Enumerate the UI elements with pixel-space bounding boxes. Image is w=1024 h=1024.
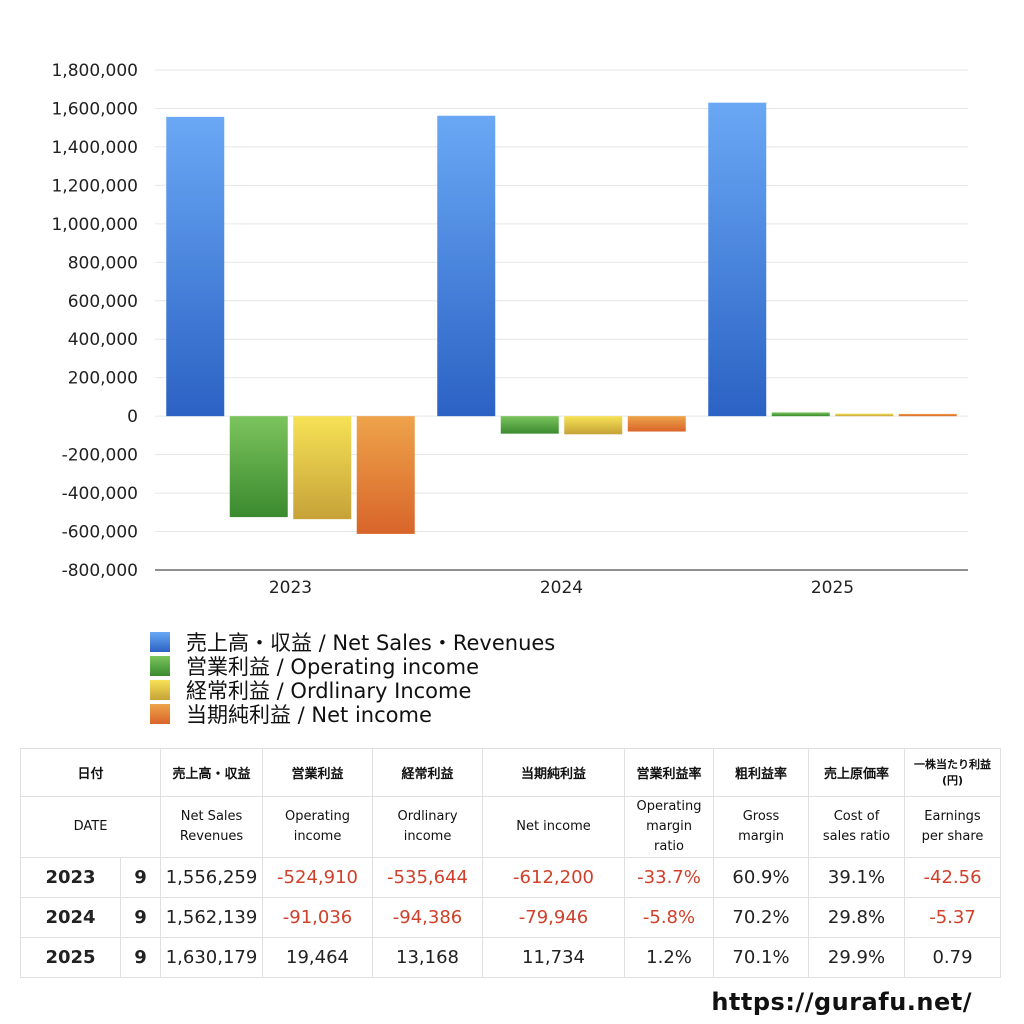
y-tick-label: 200,000 <box>68 369 138 389</box>
cell-year: 2024 <box>20 897 121 938</box>
cell-month: 9 <box>119 897 162 938</box>
legend-swatch-ordinary <box>150 680 170 700</box>
col-header-date-en: DATE <box>19 796 162 858</box>
y-tick-label: -800,000 <box>62 561 138 581</box>
col-header-gm-en: Gross margin <box>713 796 810 858</box>
bar-chart: 1,800,000 1,600,000 1,400,000 1,200,000 1,00… <box>51 61 968 598</box>
col-header-opm-en: Operating margin ratio <box>624 796 715 858</box>
bar-2023-series-1 <box>229 416 288 518</box>
legend-swatch-net <box>150 704 170 724</box>
y-tick-label: -600,000 <box>62 523 138 543</box>
legend-item-sales: 売上高・収益 / Net Sales・Revenues <box>150 630 556 655</box>
x-tick-label: 2024 <box>540 578 583 598</box>
bar-2024-series-3 <box>627 416 686 432</box>
table-row: 2025 9 1,630,179 19,464 13,168 11,734 1.… <box>20 937 1002 978</box>
col-header-ordinary-en: Ordlinary income <box>372 796 484 858</box>
cell-eps: -42.56 <box>904 857 1002 898</box>
table-row: 2024 9 1,562,139 -91,036 -94,386 -79,946… <box>20 897 1002 938</box>
cell-gm: 60.9% <box>713 857 810 898</box>
table-header-en: DATE Net Sales Revenues Operating income… <box>19 796 1002 858</box>
site-url[interactable]: https://gurafu.net/ <box>711 988 972 1016</box>
cell-net: 11,734 <box>482 937 626 978</box>
cell-ordinary: 13,168 <box>372 937 484 978</box>
cell-eps: -5.37 <box>904 897 1002 938</box>
cell-operating: -91,036 <box>262 897 374 938</box>
col-header-date-jp: 日付 <box>19 748 162 797</box>
table-row: 2023 9 1,556,259 -524,910 -535,644 -612,… <box>20 857 1002 898</box>
cell-opm: -5.8% <box>624 897 715 938</box>
col-header-gm-jp: 粗利益率 <box>713 748 810 797</box>
y-tick-label: 600,000 <box>68 292 138 312</box>
bar-2025-series-3 <box>898 413 957 417</box>
bar-2023-series-3 <box>356 416 415 534</box>
legend-label-ordinary: 経常利益 / Ordlinary Income <box>186 679 472 703</box>
y-tick-label: -200,000 <box>62 446 138 466</box>
cell-operating: 19,464 <box>262 937 374 978</box>
legend-item-operating: 営業利益 / Operating income <box>150 654 555 679</box>
y-tick-label: 1,600,000 <box>51 99 138 119</box>
col-header-operating-en: Operating income <box>262 796 374 858</box>
legend-label-net: 当期純利益 / Net income <box>186 703 432 727</box>
x-tick-label: 2025 <box>811 578 854 598</box>
bar-2024-series-0 <box>437 115 496 417</box>
col-header-ordinary-jp: 経常利益 <box>372 748 484 797</box>
cell-gm: 70.1% <box>713 937 810 978</box>
bar-2025-series-2 <box>835 413 894 417</box>
bar-2024-series-2 <box>564 416 623 435</box>
y-tick-label: 1,200,000 <box>51 176 138 196</box>
cell-net: -79,946 <box>482 897 626 938</box>
bar-2025-series-0 <box>708 102 767 417</box>
y-tick-label: 1,400,000 <box>51 138 138 158</box>
col-header-net-jp: 当期純利益 <box>482 748 626 797</box>
legend-swatch-operating <box>150 656 170 676</box>
y-tick-label: 800,000 <box>68 253 138 273</box>
cell-cos: 29.8% <box>808 897 906 938</box>
y-tick-label: 400,000 <box>68 330 138 350</box>
cell-opm: -33.7% <box>624 857 715 898</box>
legend-label-operating: 営業利益 / Operating income <box>186 655 480 679</box>
cell-month: 9 <box>119 857 162 898</box>
cell-eps: 0.79 <box>904 937 1002 978</box>
y-tick-label: -400,000 <box>62 484 138 504</box>
bar-2023-series-2 <box>293 416 352 520</box>
col-header-cos-en: Cost of sales ratio <box>808 796 906 858</box>
legend-swatch-sales <box>150 632 170 652</box>
bar-2025-series-1 <box>771 412 830 417</box>
col-header-cos-jp: 売上原価率 <box>808 748 906 797</box>
cell-opm: 1.2% <box>624 937 715 978</box>
col-header-sales-en: Net Sales Revenues <box>160 796 264 858</box>
legend-item-ordinary: 経常利益 / Ordlinary Income <box>150 678 555 703</box>
bar-2024-series-1 <box>500 416 559 434</box>
col-header-opm-jp: 営業利益率 <box>624 748 715 797</box>
y-tick-label: 1,800,000 <box>51 61 138 81</box>
cell-sales: 1,556,259 <box>160 857 264 898</box>
cell-cos: 39.1% <box>808 857 906 898</box>
chart-legend: 売上高・収益 / Net Sales・Revenues 営業利益 / Opera… <box>150 630 556 727</box>
col-header-net-en: Net income <box>482 796 626 858</box>
cell-ordinary: -94,386 <box>372 897 484 938</box>
cell-year: 2023 <box>20 857 121 898</box>
cell-year: 2025 <box>20 937 121 978</box>
table-header-jp: 日付 売上高・収益 営業利益 経常利益 当期純利益 営業利益率 粗利益率 売上原… <box>19 748 1002 797</box>
cell-sales: 1,562,139 <box>160 897 264 938</box>
col-header-sales-jp: 売上高・収益 <box>160 748 264 797</box>
col-header-operating-jp: 営業利益 <box>262 748 374 797</box>
cell-month: 9 <box>119 937 162 978</box>
cell-operating: -524,910 <box>262 857 374 898</box>
financial-table: 日付 売上高・収益 営業利益 経常利益 当期純利益 営業利益率 粗利益率 売上原… <box>19 748 1002 978</box>
y-tick-label: 0 <box>127 407 138 427</box>
cell-cos: 29.9% <box>808 937 906 978</box>
x-tick-label: 2023 <box>269 578 312 598</box>
col-header-eps-en: Earnings per share <box>904 796 1002 858</box>
legend-label-sales: 売上高・収益 / Net Sales・Revenues <box>186 631 556 655</box>
cell-gm: 70.2% <box>713 897 810 938</box>
col-header-eps-jp: 一株当たり利益 (円) <box>904 748 1002 797</box>
cell-ordinary: -535,644 <box>372 857 484 898</box>
cell-sales: 1,630,179 <box>160 937 264 978</box>
bar-2023-series-0 <box>166 116 225 417</box>
cell-net: -612,200 <box>482 857 626 898</box>
y-tick-label: 1,000,000 <box>51 215 138 235</box>
legend-item-net: 当期純利益 / Net income <box>150 702 555 727</box>
